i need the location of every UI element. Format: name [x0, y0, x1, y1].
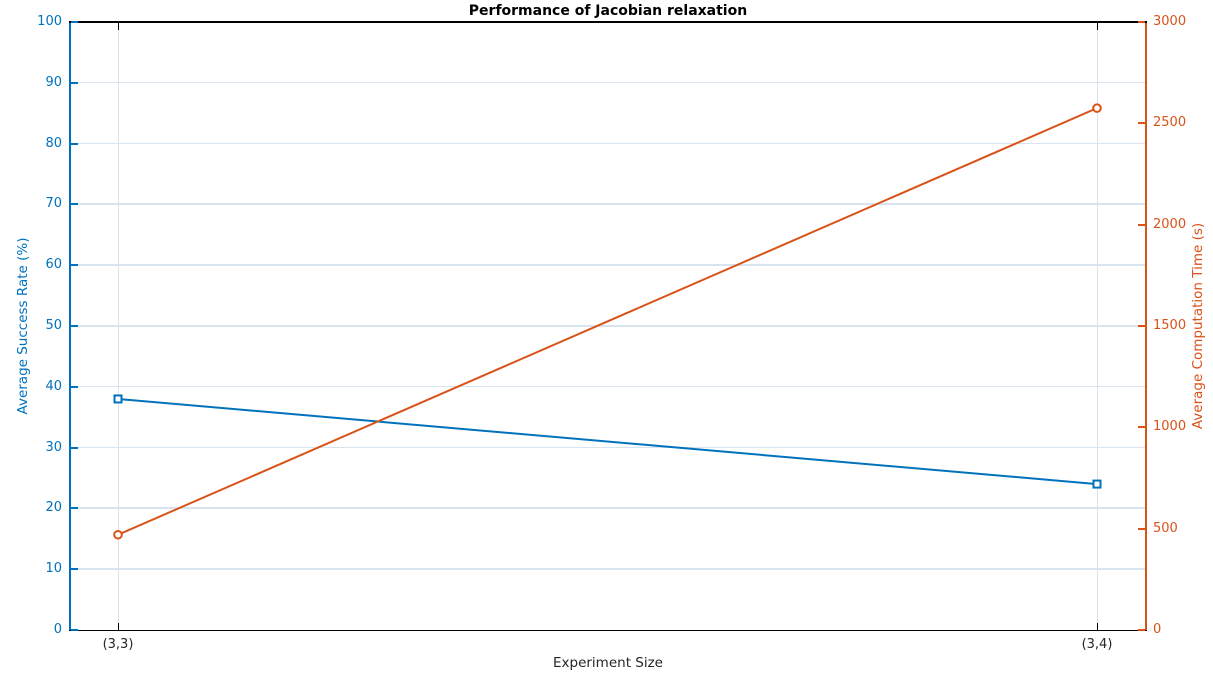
- x-tick-bottom: [1096, 623, 1098, 630]
- left-tick-label: 70: [45, 196, 62, 212]
- right-spine: [1145, 22, 1147, 631]
- left-tick-label: 80: [45, 135, 62, 151]
- data-marker-square: [1092, 479, 1102, 489]
- x-tick-label: (3,3): [102, 637, 134, 652]
- h-gridline: [72, 446, 1145, 449]
- h-gridline: [72, 81, 1145, 84]
- left-tick-label: 20: [45, 500, 62, 516]
- chart-title: Performance of Jacobian relaxation: [468, 3, 748, 19]
- series-line-left: [117, 397, 1098, 486]
- h-gridline: [72, 264, 1145, 266]
- left-tick-label: 10: [45, 561, 62, 577]
- right-tick: [1138, 122, 1145, 125]
- right-tick-label: 1000: [1153, 419, 1187, 435]
- x-tick-label: (3,4): [1081, 637, 1113, 652]
- left-tick: [71, 264, 78, 267]
- top-spine: [69, 21, 1147, 23]
- h-gridline: [72, 325, 1145, 327]
- bottom-spine: [69, 629, 1147, 631]
- right-tick-label: 2000: [1153, 216, 1187, 232]
- x-axis-label: Experiment Size: [552, 655, 663, 671]
- data-marker-circle: [113, 529, 123, 540]
- v-gridline: [1096, 24, 1098, 629]
- left-axis-label: Average Success Rate (%): [15, 237, 31, 415]
- right-tick-label: 0: [1153, 622, 1162, 637]
- h-gridline: [72, 142, 1145, 145]
- left-tick-label: 50: [45, 318, 62, 333]
- x-tick-top: [1096, 23, 1098, 30]
- left-tick-label: 100: [37, 14, 62, 29]
- right-tick-label: 500: [1153, 520, 1178, 536]
- left-tick: [71, 629, 78, 631]
- v-gridline: [117, 24, 119, 629]
- right-tick: [1138, 325, 1145, 327]
- right-tick-label: 3000: [1153, 14, 1187, 29]
- right-tick: [1138, 629, 1145, 631]
- h-gridline: [72, 385, 1145, 388]
- left-tick-label: 0: [53, 622, 62, 637]
- left-tick: [71, 507, 78, 510]
- left-tick-label: 60: [45, 257, 62, 273]
- h-gridline: [72, 507, 1145, 509]
- series-line-right: [117, 107, 1098, 536]
- left-tick-label: 40: [45, 378, 62, 394]
- right-tick: [1138, 426, 1145, 429]
- left-tick: [71, 81, 78, 84]
- left-tick: [71, 385, 78, 388]
- data-marker-circle: [1092, 103, 1102, 113]
- left-tick: [71, 568, 78, 571]
- right-tick-label: 1500: [1153, 318, 1187, 333]
- left-tick: [71, 446, 78, 449]
- left-tick: [71, 142, 78, 145]
- left-spine: [69, 22, 71, 631]
- right-tick: [1138, 223, 1145, 226]
- h-gridline: [72, 568, 1145, 570]
- right-tick: [1138, 527, 1145, 530]
- data-marker-square: [113, 394, 123, 404]
- h-gridline: [72, 203, 1145, 205]
- left-tick: [71, 203, 78, 206]
- chart-canvas: [113, 103, 1102, 540]
- right-tick: [1138, 21, 1145, 23]
- right-tick-label: 2500: [1153, 115, 1187, 131]
- right-axis-label: Average Computation Time (s): [1190, 222, 1206, 430]
- left-tick: [71, 325, 78, 327]
- x-tick-bottom: [117, 623, 119, 630]
- left-tick-label: 30: [45, 439, 62, 455]
- x-tick-top: [117, 23, 119, 30]
- left-tick: [71, 21, 78, 23]
- left-tick-label: 90: [45, 74, 62, 90]
